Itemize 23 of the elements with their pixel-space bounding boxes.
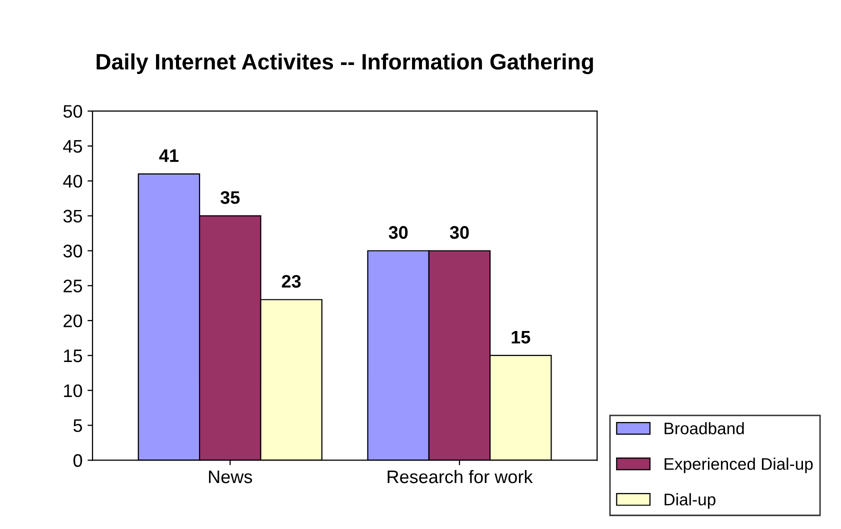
y-tick-label: 35 <box>63 210 82 223</box>
legend-label: Broadband <box>664 422 744 434</box>
y-tick-label: 5 <box>73 419 82 432</box>
y-tick-label: 25 <box>64 280 82 292</box>
data-label: 35 <box>220 191 240 204</box>
data-label: 23 <box>282 274 301 288</box>
data-label: 41 <box>159 149 179 162</box>
y-tick-label: 0 <box>73 454 82 467</box>
legend-label: Experienced Dial-up <box>664 458 813 474</box>
data-label: 30 <box>450 226 469 239</box>
y-tick-label: 50 <box>63 105 82 118</box>
y-tick-label: 15 <box>64 350 82 362</box>
y-tick-label: 20 <box>64 314 82 328</box>
y-tick-label: 40 <box>63 174 82 188</box>
x-tick-label: News <box>209 470 252 484</box>
legend-label: Dial-up <box>664 493 716 509</box>
data-label: 15 <box>512 330 530 344</box>
data-label: 30 <box>388 226 408 239</box>
y-tick-label: 30 <box>63 244 82 258</box>
x-tick-label: Research for work <box>388 470 533 484</box>
y-tick-label: 45 <box>63 140 82 153</box>
y-tick-label: 10 <box>64 384 82 398</box>
chart-title: Daily Internet Activites -- Information Gathering <box>96 53 593 74</box>
